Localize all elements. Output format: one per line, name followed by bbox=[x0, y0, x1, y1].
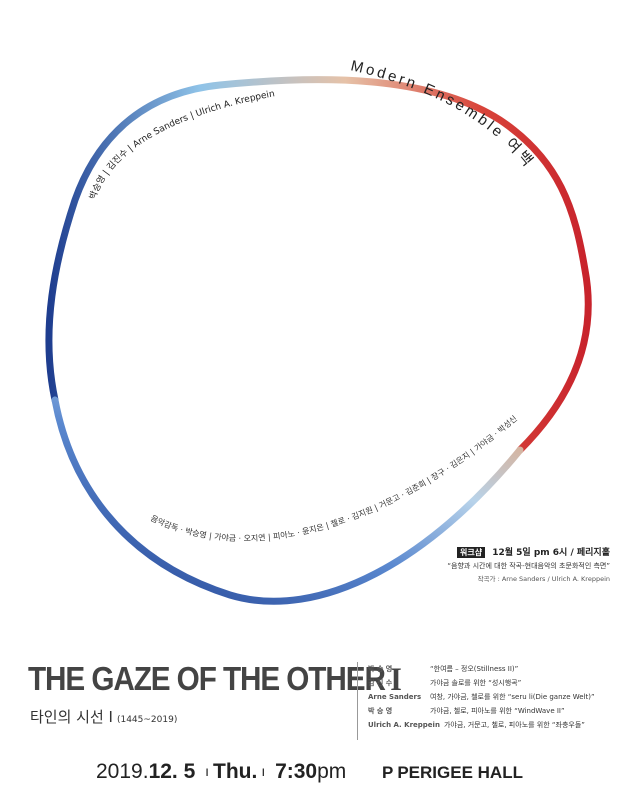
workshop-credit: 작곡가 : Arne Sanders / Ulrich A. Kreppein bbox=[477, 575, 610, 583]
workshop-description: “음향과 시간에 대한 작곡-현대음악의 초문화적인 측면” bbox=[447, 562, 610, 570]
program-composer: 김 진 수 bbox=[368, 679, 393, 687]
workshop-tag: 워크샵 bbox=[456, 547, 486, 558]
program-row: Ulrich A. Kreppein 가야금, 거문고, 첼로, 피아노를 위한 … bbox=[368, 718, 618, 732]
workshop-info: 워크샵 12월 5일 pm 6시 / 페리지홀 “음향과 시간에 대한 작곡-현… bbox=[380, 546, 610, 586]
time-suffix: pm bbox=[317, 760, 347, 783]
ensemble-arc-label: Modern Ensemble 여백 bbox=[349, 57, 537, 171]
subtitle-korean: 타인의 시선 I bbox=[30, 708, 113, 726]
perigee-logo-icon: P bbox=[382, 763, 394, 782]
composers-arc-label: 박승영 | 김진수 | Arne Sanders | Ulrich A. Kre… bbox=[87, 89, 275, 201]
program-row: 김 진 수 가야금 솔로를 위한 “성시행곡” bbox=[368, 676, 618, 690]
program-row: Arne Sanders 여창, 가야금, 첼로를 위한 “seru li(Die… bbox=[368, 690, 618, 704]
concert-datetime: 2019.12. 5 ı Thu. ı 7:30pm bbox=[96, 760, 347, 783]
concert-title: THE GAZE OF THE OTHER I bbox=[28, 660, 402, 699]
time-number: 7:30 bbox=[275, 760, 318, 783]
venue: P PERIGEE HALL bbox=[382, 763, 523, 783]
program-composer: 박 승 영 bbox=[368, 665, 393, 673]
program-composer: Ulrich A. Kreppein bbox=[368, 721, 440, 729]
subtitle-years: (1445~2019) bbox=[116, 715, 178, 725]
program-work: 가야금 솔로를 위한 “성시행곡” bbox=[430, 679, 522, 687]
date-year: 2019. bbox=[96, 760, 149, 783]
weekday: Thu. bbox=[213, 760, 258, 783]
title-numeral: I bbox=[390, 662, 402, 698]
program-work: 여창, 가야금, 첼로를 위한 “seru li(Die ganze Welt)… bbox=[430, 693, 595, 701]
divider-line bbox=[357, 662, 358, 740]
program-row: 박 승 영 “한여름 – 정오(Stillness II)” bbox=[368, 662, 618, 676]
program-work: “한여름 – 정오(Stillness II)” bbox=[430, 665, 519, 673]
program-row: 박 승 영 가야금, 첼로, 피아노를 위한 “WindWave II” bbox=[368, 704, 618, 718]
venue-name: PERIGEE HALL bbox=[397, 763, 523, 782]
program-composer: Arne Sanders bbox=[368, 693, 422, 701]
workshop-when-where: 12월 5일 pm 6시 / 페리지홀 bbox=[492, 548, 610, 558]
ring-upper-stroke bbox=[45, 76, 592, 454]
gradient-ring: Modern Ensemble 여백 박승영 | 김진수 | Arne Sand… bbox=[45, 57, 592, 605]
title-main: THE GAZE OF THE OTHER bbox=[28, 660, 386, 697]
program-composer: 박 승 영 bbox=[368, 707, 393, 715]
program-work: 가야금, 첼로, 피아노를 위한 “WindWave II” bbox=[430, 707, 565, 715]
program-work: 가야금, 거문고, 첼로, 피아노를 위한 “좌충우돌” bbox=[443, 721, 585, 729]
date-day-month: 12. 5 bbox=[148, 760, 196, 783]
ring-lower-stroke bbox=[51, 396, 524, 605]
program-list: 박 승 영 “한여름 – 정오(Stillness II)” 김 진 수 가야금 솔… bbox=[368, 662, 618, 732]
performers-arc-label: 음악감독 · 박승영 | 가야금 · 오지연 | 피아노 · 윤지은 | 첼로 … bbox=[149, 414, 519, 543]
korean-subtitle: 타인의 시선 I (1445~2019) bbox=[30, 706, 177, 727]
